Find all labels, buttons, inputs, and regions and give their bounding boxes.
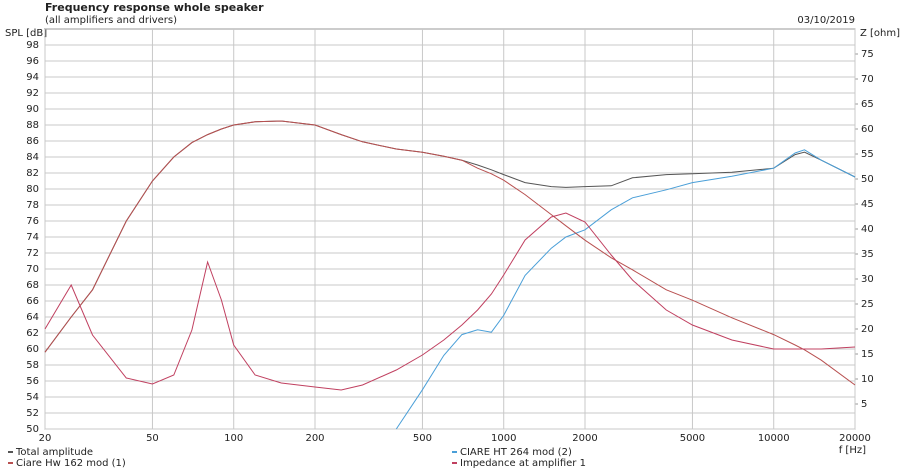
- y-tick-label: 54: [26, 392, 39, 403]
- date: 03/10/2019: [797, 15, 855, 26]
- y2-tick-label: 35: [861, 249, 874, 260]
- y2-tick-label: 20: [861, 324, 874, 335]
- x-tick-label: 200: [305, 433, 324, 444]
- y2-tick-label: 15: [861, 349, 874, 360]
- x-tick-label: 5000: [680, 433, 705, 444]
- y-tick-label: 74: [26, 232, 39, 243]
- x-tick-label: 100: [224, 433, 243, 444]
- series-line: [44, 212, 856, 391]
- y2-tick-label: 60: [861, 124, 874, 135]
- y-tick-label: 84: [26, 152, 39, 163]
- y-tick-label: 96: [26, 56, 39, 67]
- chart-subtitle: (all amplifiers and drivers): [45, 15, 177, 26]
- x-axis-label: f [Hz]: [839, 445, 866, 456]
- y-tick-label: 50: [26, 424, 39, 435]
- chart-title: Frequency response whole speaker: [45, 1, 264, 14]
- y2-tick-label: 25: [861, 299, 874, 310]
- legend-label: CIARE HT 264 mod (2): [460, 447, 572, 458]
- y2-tick-label: 10: [861, 374, 874, 385]
- y2-tick-label: 30: [861, 274, 874, 285]
- x-tick-label: 20: [39, 433, 52, 444]
- y-axis-label: SPL [dB]: [5, 28, 47, 39]
- y2-tick-label: 65: [861, 99, 874, 110]
- x-tick-label: 50: [146, 433, 159, 444]
- y-tick-label: 64: [26, 312, 39, 323]
- legend-label: Ciare Hw 162 mod (1): [16, 458, 126, 469]
- y-tick-label: 86: [26, 136, 39, 147]
- y-tick-label: 60: [26, 344, 39, 355]
- y2-tick-label: 5: [861, 399, 867, 410]
- y-tick-label: 92: [26, 88, 39, 99]
- y-tick-label: 80: [26, 184, 39, 195]
- y-tick-label: 98: [26, 40, 39, 51]
- y2-tick-label: 75: [861, 49, 874, 60]
- series-line: [395, 149, 856, 430]
- y-tick-label: 68: [26, 280, 39, 291]
- y-tick-label: 70: [26, 264, 39, 275]
- y-tick-label: 62: [26, 328, 39, 339]
- y-tick-label: 90: [26, 104, 39, 115]
- x-tick-label: 500: [413, 433, 432, 444]
- x-tick-label: 1000: [491, 433, 516, 444]
- y-tick-label: 66: [26, 296, 39, 307]
- x-tick-label: 20000: [839, 433, 871, 444]
- legend-label: Total amplitude: [15, 447, 93, 458]
- series-line: [44, 120, 856, 386]
- y-tick-label: 94: [26, 72, 39, 83]
- y-tick-label: 72: [26, 248, 39, 259]
- y-tick-label: 82: [26, 168, 39, 179]
- y-tick-label: 76: [26, 216, 39, 227]
- y-tick-label: 88: [26, 120, 39, 131]
- y2-tick-label: 70: [861, 74, 874, 85]
- y2-axis-label: Z [ohm]: [860, 28, 900, 39]
- y-tick-label: 52: [26, 408, 39, 419]
- y2-tick-label: 55: [861, 149, 874, 160]
- x-tick-label: 2000: [572, 433, 597, 444]
- x-tick-label: 10000: [758, 433, 790, 444]
- y-tick-label: 58: [26, 360, 39, 371]
- legend-label: Impedance at amplifier 1: [460, 458, 586, 469]
- y2-tick-label: 40: [861, 224, 874, 235]
- y2-tick-label: 50: [861, 174, 874, 185]
- y-tick-label: 56: [26, 376, 39, 387]
- y2-tick-label: 45: [861, 199, 874, 210]
- y-tick-label: 78: [26, 200, 39, 211]
